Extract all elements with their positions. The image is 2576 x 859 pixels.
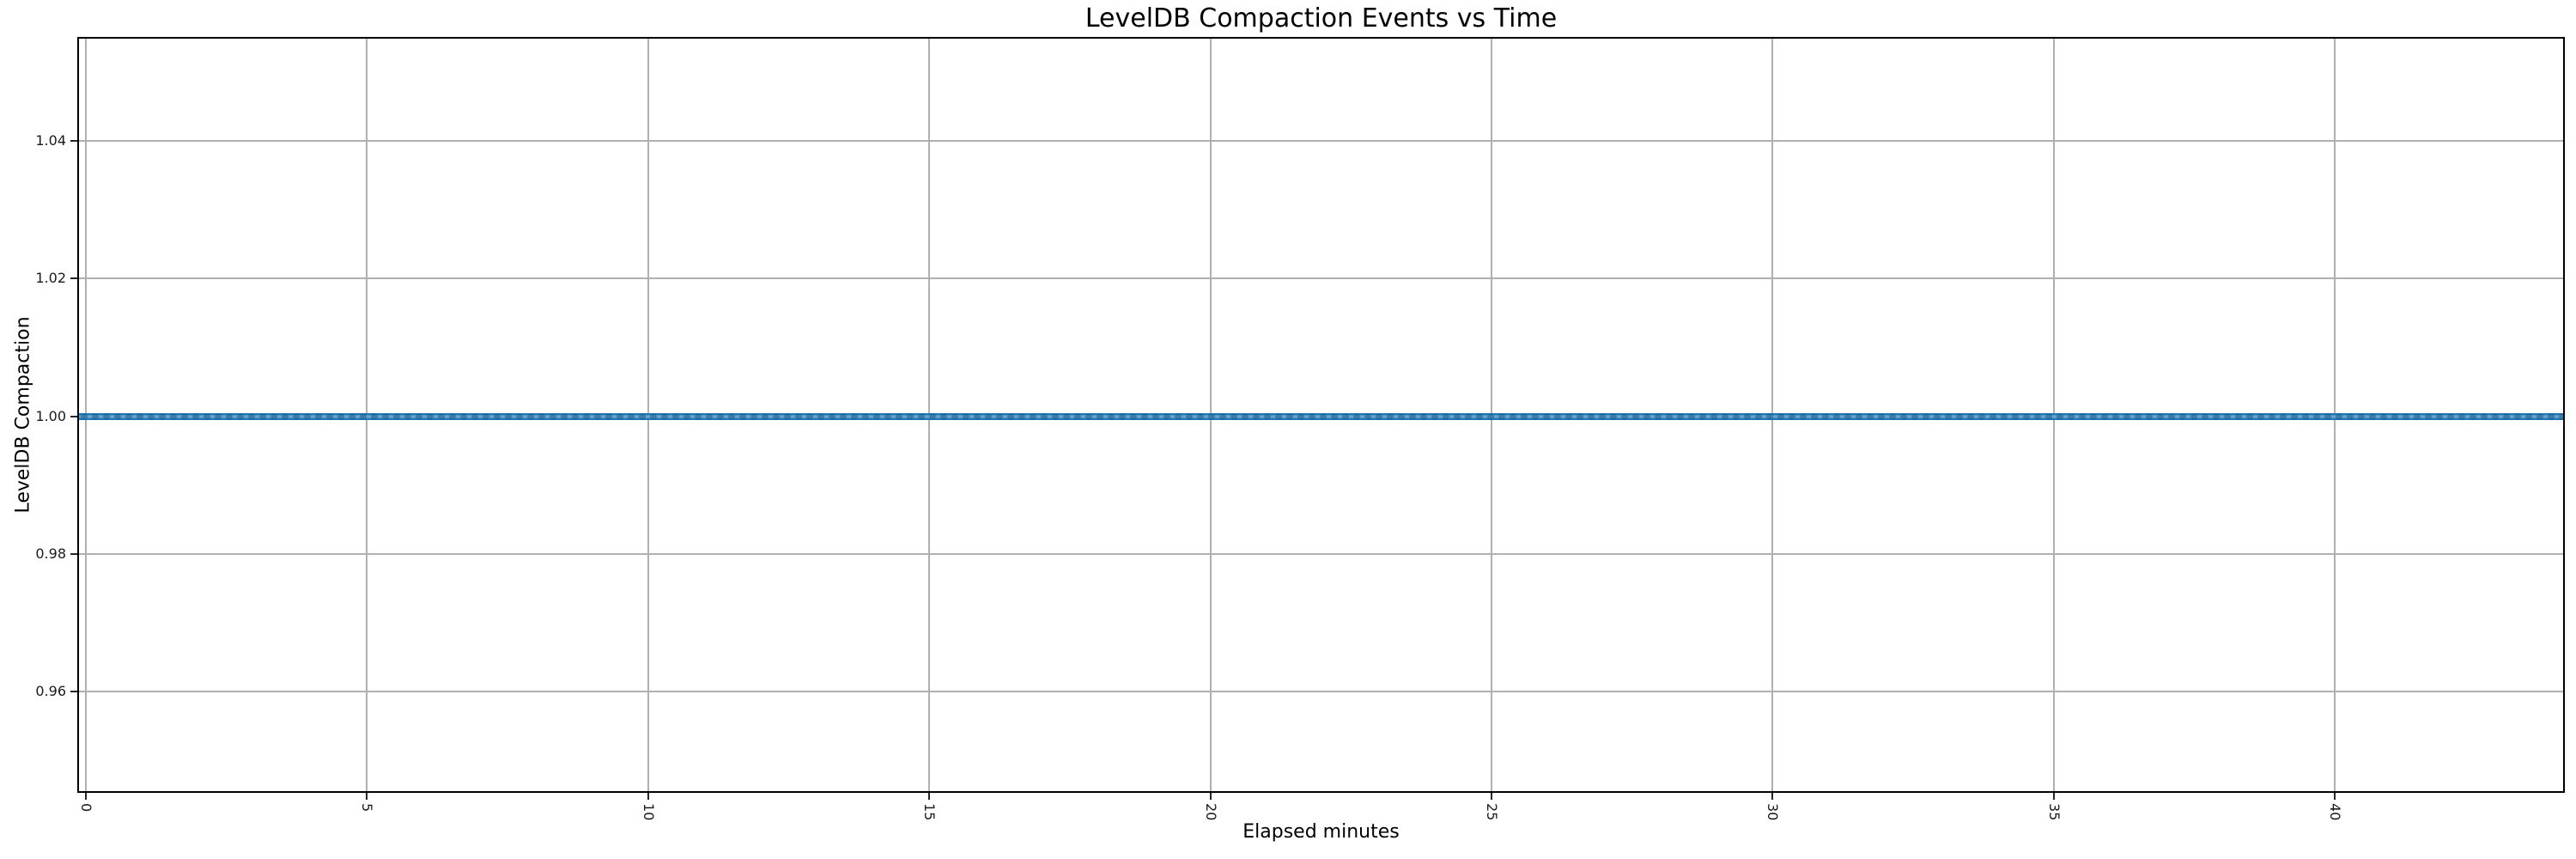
x-tick-label: 35 — [2045, 803, 2063, 821]
series-line — [79, 412, 2563, 420]
y-gridline — [79, 140, 2563, 143]
y-tick-label: 1.04 — [35, 132, 66, 149]
y-tick-mark — [70, 690, 77, 692]
x-tick-label: 0 — [77, 803, 94, 813]
y-tick-label: 0.98 — [35, 545, 66, 562]
y-tick-label: 1.02 — [35, 270, 66, 287]
y-tick-mark — [70, 140, 77, 143]
y-gridline — [79, 552, 2563, 555]
y-tick-mark — [70, 552, 77, 555]
x-tick-mark — [2334, 793, 2336, 800]
x-tick-label: 20 — [1202, 803, 1219, 821]
plot-wrap: 0 5 10 15 20 25 30 35 40 1.04 1.02 1.00 0.98 0.96 — [35, 37, 2565, 820]
y-tick-label: 1.00 — [35, 407, 66, 424]
plot-area — [77, 37, 2565, 793]
x-tick-label: 5 — [359, 803, 376, 813]
x-tick-mark — [928, 793, 931, 800]
y-tick-mark — [70, 415, 77, 417]
x-tick-mark — [366, 793, 368, 800]
x-tick-label: 30 — [1765, 803, 1782, 821]
x-tick-mark — [1771, 793, 1774, 800]
x-tick-label: 10 — [640, 803, 657, 821]
x-axis-label: Elapsed minutes — [1242, 821, 1400, 843]
y-tick-mark — [70, 277, 77, 280]
chart-title: LevelDB Compaction Events vs Time — [1084, 3, 1558, 34]
x-tick-mark — [2052, 793, 2055, 800]
x-tick-label: 40 — [2327, 803, 2344, 821]
x-tick-mark — [1490, 793, 1492, 800]
y-tick-label: 0.96 — [35, 682, 66, 699]
y-gridline — [79, 690, 2563, 692]
x-tick-label: 15 — [921, 803, 939, 821]
y-gridline — [79, 277, 2563, 280]
x-tick-mark — [647, 793, 649, 800]
x-tick-label: 25 — [1483, 803, 1500, 821]
x-tick-mark — [84, 793, 87, 800]
x-tick-mark — [1209, 793, 1212, 800]
